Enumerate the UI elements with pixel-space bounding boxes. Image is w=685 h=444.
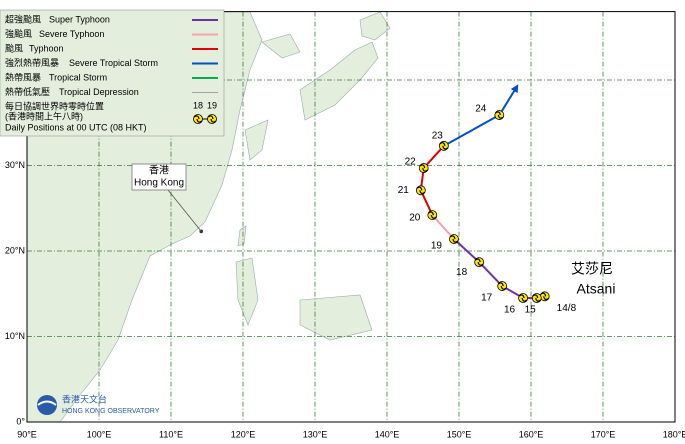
x-tick-label: 170°E — [591, 429, 616, 439]
daily-position — [494, 110, 505, 120]
map-frame — [26, 11, 676, 423]
legend-zh: 強颱風 — [5, 28, 32, 39]
track-segment — [478, 261, 503, 287]
track-segment — [453, 238, 480, 263]
x-tick-label: 180°E — [663, 429, 685, 439]
position-label: 22 — [405, 157, 417, 168]
city-name-zh: 香港 — [149, 165, 169, 177]
legend-daily-zh2: (香港時間上午八時) — [5, 110, 83, 121]
city-leader — [167, 189, 202, 232]
daily-position-symbol — [518, 294, 528, 302]
position-label: 17 — [481, 293, 493, 304]
legend-example: 19 — [207, 100, 217, 110]
position-label: 15 — [525, 305, 537, 316]
daily-position-symbol — [428, 211, 437, 219]
daily-position — [418, 163, 429, 173]
legend-zh: 熱帶低氣壓 — [5, 86, 50, 97]
position-label: 24 — [475, 104, 487, 115]
storm-name-zh: 艾莎尼 — [571, 261, 613, 277]
logo-mark — [37, 395, 57, 415]
legend-zh: 熱帶風暴 — [5, 71, 41, 82]
y-tick-label: 10°N — [5, 331, 25, 341]
x-tick-label: 140°E — [375, 429, 400, 439]
legend-daily-en: Daily Positions at 00 UTC (08 HKT) — [5, 122, 147, 132]
logo-en: HONG KONG OBSERVATORY — [62, 408, 160, 415]
daily-position-symbol — [497, 282, 507, 290]
legend-zh: 強烈熱帶風暴 — [5, 57, 59, 68]
daily-position-symbol — [439, 142, 449, 150]
track-segment — [443, 114, 500, 147]
track-segment — [498, 84, 519, 116]
position-label: 23 — [432, 130, 444, 141]
x-tick-label: 100°E — [87, 429, 112, 439]
legend-en: Super Typhoon — [49, 14, 110, 24]
logo-wave — [37, 400, 57, 406]
track-segment — [431, 214, 455, 240]
legend-zh: 超強颱風 — [5, 13, 41, 24]
x-tick-label: 150°E — [447, 429, 472, 439]
legend-icon-symbol — [193, 115, 203, 123]
position-label: 16 — [504, 305, 516, 316]
daily-position-symbol — [532, 294, 542, 302]
daily-position — [518, 293, 528, 303]
y-tick-label: 20°N — [5, 245, 25, 255]
x-tick-label: 130°E — [303, 429, 328, 439]
daily-position — [474, 257, 485, 268]
daily-position — [415, 185, 426, 196]
position-label: 21 — [398, 185, 410, 196]
daily-position-symbol — [416, 186, 426, 195]
x-tick-label: 90°E — [17, 429, 37, 439]
legend-icon — [207, 114, 217, 124]
legend-icon — [193, 114, 203, 124]
legend-zh: 颱風 — [5, 43, 23, 53]
daily-position-symbol — [494, 111, 504, 119]
legend-example: 18 — [193, 100, 203, 110]
legend-icon-symbol — [207, 115, 217, 123]
position-label: 18 — [456, 267, 468, 278]
legend-en: Severe Typhoon — [39, 29, 104, 39]
daily-position — [531, 293, 542, 303]
daily-position — [449, 234, 459, 244]
y-tick-label: 0° — [16, 416, 25, 426]
logo-zh: 香港天文台 — [62, 393, 107, 404]
legend-en: Severe Tropical Storm — [69, 58, 158, 68]
track-segment — [422, 145, 445, 169]
daily-position — [438, 140, 449, 151]
daily-position-symbol — [449, 235, 459, 243]
x-tick-label: 120°E — [231, 429, 256, 439]
position-label: 20 — [409, 213, 421, 224]
city-name-en: Hong Kong — [134, 178, 184, 189]
legend-en: Typhoon — [29, 43, 64, 53]
y-tick-label: 30°N — [5, 160, 25, 170]
x-tick-label: 160°E — [519, 429, 544, 439]
storm-name-en: Atsani — [577, 281, 616, 297]
daily-position — [427, 210, 438, 220]
daily-position-symbol — [419, 164, 429, 172]
position-label: 19 — [431, 241, 443, 252]
legend-box — [0, 9, 225, 137]
legend-en: Tropical Storm — [49, 72, 107, 82]
daily-position-symbol — [474, 258, 484, 266]
position-label: 14/8 — [557, 303, 577, 314]
x-tick-label: 110°E — [159, 429, 183, 439]
city-box — [131, 163, 187, 191]
daily-position-symbol — [540, 292, 550, 301]
daily-position — [497, 281, 508, 291]
legend-daily-zh: 每日協調世界時零時位置 — [5, 100, 104, 111]
legend-en: Tropical Depression — [59, 87, 139, 97]
